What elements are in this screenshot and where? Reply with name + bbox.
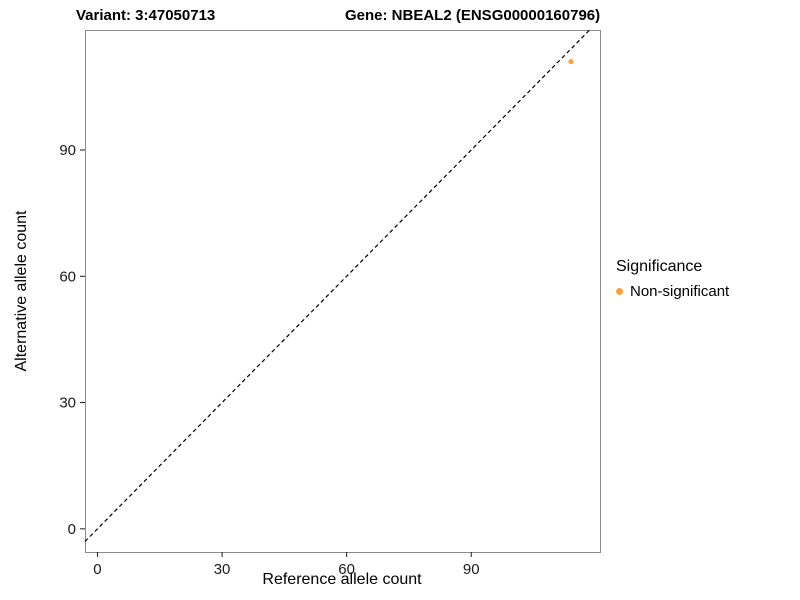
x-tick-label: 30 xyxy=(214,561,231,578)
plot-title-variant: Variant: 3:47050713 xyxy=(76,7,216,24)
legend-point-icon xyxy=(616,288,623,295)
panel-border xyxy=(85,30,601,553)
y-tick-label: 90 xyxy=(59,142,76,159)
x-tick-label: 60 xyxy=(338,561,355,578)
y-tick-label: 60 xyxy=(59,268,76,285)
data-point xyxy=(568,58,574,65)
legend-item: Non-significant xyxy=(616,283,729,300)
plot-title-gene: Gene: NBEAL2 (ENSG00000160796) xyxy=(345,7,601,24)
y-tick-label: 0 xyxy=(68,521,76,538)
y-axis-label: Alternative allele count xyxy=(13,210,30,372)
x-axis-label: Reference allele count xyxy=(262,571,422,588)
legend-item-label: Non-significant xyxy=(630,283,730,300)
legend: Significance Non-significant xyxy=(616,258,729,300)
identity-reference-line xyxy=(84,29,591,542)
legend-title: Significance xyxy=(616,258,703,275)
x-tick-label: 90 xyxy=(463,561,480,578)
x-tick-label: 0 xyxy=(93,561,101,578)
y-tick-label: 30 xyxy=(59,395,76,412)
